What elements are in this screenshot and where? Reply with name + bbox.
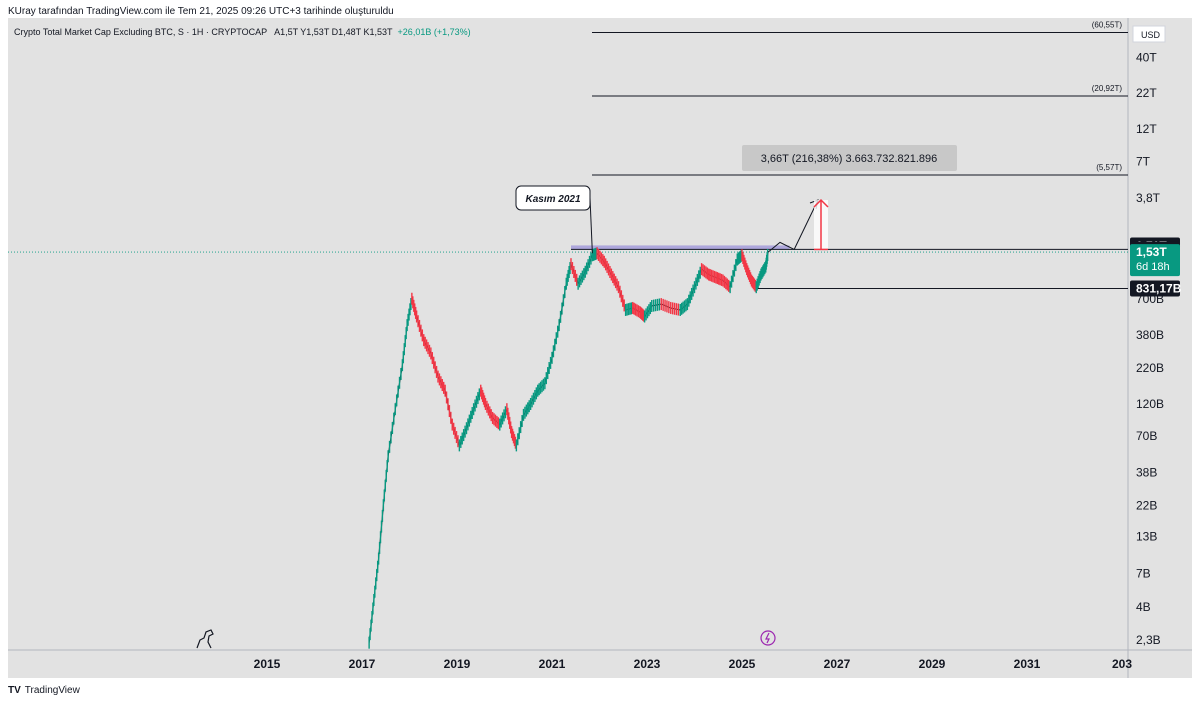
y-tick-label: 22B (1136, 498, 1157, 512)
chart-frame (8, 18, 1192, 678)
y-tick-label: 7T (1136, 154, 1151, 168)
y-tick-label: 13B (1136, 530, 1157, 544)
symbol-name[interactable]: Crypto Total Market Cap Excluding BTC, S… (14, 27, 268, 37)
candles (368, 247, 769, 649)
measure-box-bg (742, 145, 957, 171)
y-tick-label: 38B (1136, 466, 1157, 480)
y-tick-label: 220B (1136, 361, 1164, 375)
measure-box: 3,66T (216,38%) 3.663.732.821.896 (742, 145, 957, 171)
dino-icon (196, 629, 214, 649)
x-tick-label: 2019 (444, 657, 471, 671)
y-tick-label: 70B (1136, 429, 1157, 443)
y-tick-label: 12T (1136, 122, 1157, 136)
callout-text: Kasım 2021 (525, 194, 580, 205)
footer: TV TradingView (8, 685, 80, 696)
projection-path (767, 199, 819, 253)
price-label-text: 831,17B (1136, 281, 1182, 295)
price-series-line (368, 252, 769, 643)
lightning-circle (760, 630, 776, 646)
change-value: +26,01B (+1,73%) (397, 27, 471, 37)
measure-arrow (813, 198, 829, 208)
level-label: (5,57T) (1096, 163, 1122, 172)
level-label: (60,55T) (1092, 21, 1123, 30)
callout-pointer (589, 197, 593, 254)
x-tick-label: 2023 (634, 657, 661, 671)
x-tick-label: 2017 (349, 657, 376, 671)
dino-shape (196, 629, 214, 649)
lightning-bolt (765, 632, 770, 644)
price-label: 831,17B (1130, 280, 1182, 297)
x-tick-label: 2025 (729, 657, 756, 671)
y-tick-label: 22T (1136, 86, 1157, 100)
y-tick-label: 7B (1136, 567, 1151, 581)
x-tick-label: 2029 (919, 657, 946, 671)
resistance-zone (571, 245, 790, 250)
y-tick-label: 380B (1136, 328, 1164, 342)
chart-credit: KUray tarafından TradingView.com ile Tem… (8, 6, 394, 17)
price-label-countdown: 6d 18h (1136, 261, 1170, 273)
level-label: (20,92T) (1092, 84, 1123, 93)
currency-text: USD (1141, 30, 1161, 40)
y-tick-label: 120B (1136, 397, 1164, 411)
footer-brand[interactable]: TradingView (24, 685, 80, 696)
currency-label: USD (1132, 25, 1166, 43)
symbol-legend: Crypto Total Market Cap Excluding BTC, S… (14, 27, 471, 37)
x-tick-label: 2021 (539, 657, 566, 671)
price-label-text: 1,53T (1136, 245, 1167, 259)
y-tick-label: 3,8T (1136, 191, 1161, 205)
lightning-icon (760, 630, 776, 646)
y-tick-label: 4B (1136, 600, 1151, 614)
y-tick-label: 2,3B (1136, 633, 1161, 647)
ohlc-values: A1,5T Y1,53T D1,48T K1,53T (274, 27, 393, 37)
tradingview-logo-icon: TV (8, 685, 21, 696)
price-label-bg (1130, 244, 1180, 277)
x-tick-label: 2015 (254, 657, 281, 671)
callout-kasim-2021: Kasım 2021 (515, 185, 593, 254)
measure-text: 3,66T (216,38%) 3.663.732.821.896 (761, 153, 938, 165)
price-label-bg (1130, 280, 1180, 297)
y-tick-label: 40T (1136, 50, 1157, 64)
x-tick-label: 2027 (824, 657, 851, 671)
currency-box (1132, 25, 1166, 43)
x-tick-label: 203 (1112, 657, 1132, 671)
price-label: 1,53T 6d 18h (1130, 244, 1180, 277)
x-tick-label: 2031 (1014, 657, 1041, 671)
